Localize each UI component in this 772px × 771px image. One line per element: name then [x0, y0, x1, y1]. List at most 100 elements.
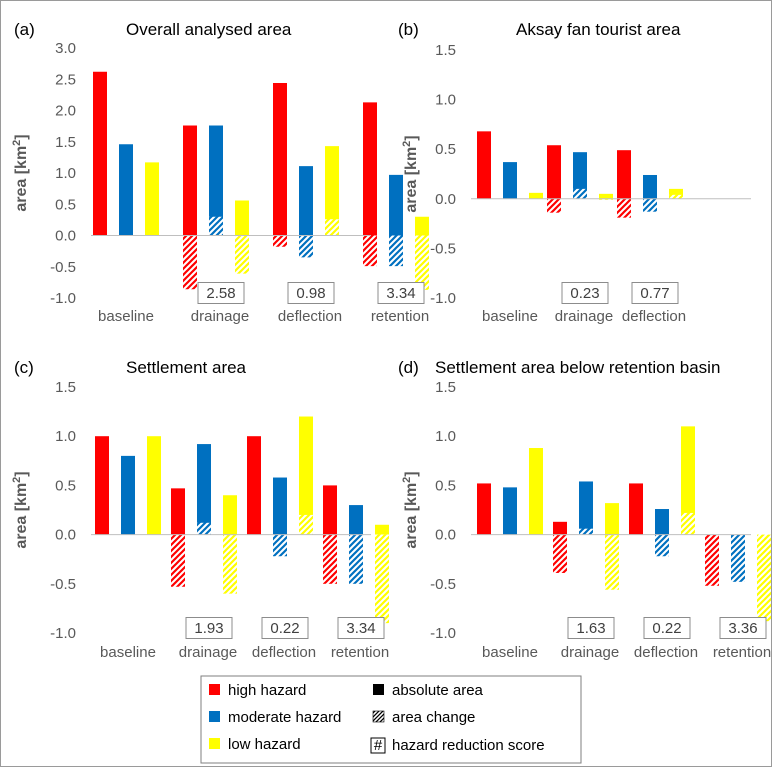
bar-low-change	[223, 534, 237, 594]
x-category-label: drainage	[561, 644, 619, 661]
bar-low-change	[235, 235, 249, 274]
y-axis-label: area [km2]	[11, 471, 30, 548]
bar-moderate-change	[273, 534, 287, 557]
y-tick-label: 1.0	[55, 165, 76, 182]
bar-moderate-change	[731, 534, 745, 582]
y-tick-label: 1.0	[435, 92, 456, 109]
y-tick-label: 0.5	[435, 141, 456, 158]
bar-low-absolute	[415, 216, 429, 236]
bar-high-absolute	[617, 150, 631, 199]
y-tick-label: 0.0	[55, 527, 76, 544]
bar-high-change	[273, 235, 287, 247]
legend-swatch-score	[370, 737, 386, 754]
bar-low-change	[681, 512, 695, 535]
bar-moderate-absolute	[273, 477, 287, 535]
bar-moderate-change	[389, 235, 403, 267]
y-tick-label: -1.0	[50, 625, 76, 642]
panel-title: Aksay fan tourist area	[516, 20, 681, 39]
bar-low-change	[757, 534, 771, 622]
bar-moderate-absolute	[579, 481, 593, 535]
y-tick-label: 0.0	[435, 191, 456, 208]
y-tick-label: 0.5	[55, 196, 76, 213]
bar-moderate-change	[573, 188, 587, 199]
y-tick-label: -0.5	[430, 576, 456, 593]
bar-low-change	[299, 514, 313, 535]
legend-swatch-moderate	[209, 711, 220, 722]
bar-high-absolute	[323, 485, 337, 535]
bar-low-absolute	[529, 448, 543, 535]
x-category-label: deflection	[252, 644, 316, 661]
bar-low-absolute	[529, 192, 543, 199]
y-tick-label: -1.0	[430, 625, 456, 642]
bar-low-absolute	[669, 188, 683, 199]
y-tick-label: 1.0	[435, 428, 456, 445]
score-box	[643, 617, 691, 639]
bar-high-change	[183, 235, 197, 290]
bar-low-change	[669, 194, 683, 199]
bar-low-absolute	[375, 524, 389, 535]
bar-high-change	[705, 534, 719, 586]
bar-high-absolute	[363, 102, 377, 236]
x-category-label: deflection	[634, 644, 698, 661]
y-tick-label: 1.5	[55, 379, 76, 396]
bar-low-change	[325, 219, 339, 236]
y-tick-label: 2.0	[55, 103, 76, 120]
bar-moderate-change	[197, 522, 211, 535]
bar-high-change	[553, 534, 567, 573]
score-box	[337, 617, 385, 639]
bar-high-absolute	[247, 436, 261, 535]
score-box	[719, 617, 767, 639]
legend-label-high: high hazard	[228, 682, 306, 699]
score-value: 0.77	[640, 285, 669, 302]
bar-low-absolute	[299, 416, 313, 535]
panel-letter: (b)	[398, 20, 419, 39]
score-value: 0.22	[652, 620, 681, 637]
legend-swatch-low	[209, 738, 220, 749]
bar-moderate-change	[299, 235, 313, 258]
legend-swatch-absolute	[373, 684, 384, 695]
legend-swatch-high	[209, 684, 220, 695]
bar-moderate-absolute	[119, 144, 133, 236]
score-value: 3.36	[728, 620, 757, 637]
bar-low-change	[605, 534, 619, 590]
score-value: 0.22	[270, 620, 299, 637]
bar-low-change	[375, 534, 389, 624]
y-tick-label: 1.5	[435, 42, 456, 59]
bar-moderate-absolute	[503, 162, 517, 199]
y-axis-label: area [km2]	[11, 134, 30, 211]
x-category-label: retention	[371, 308, 429, 325]
chart-panel-3: (c) Settlement area area [km2] 1.5 1.0 0.5 0.0…	[11, 358, 389, 661]
bar-low-absolute	[325, 146, 339, 236]
score-value: 0.98	[296, 285, 325, 302]
bar-moderate-change	[209, 216, 223, 236]
legend-label-low: low hazard	[228, 736, 301, 753]
score-value: 0.23	[570, 285, 599, 302]
score-box	[561, 282, 609, 304]
bar-moderate-absolute	[655, 509, 669, 535]
legend-label-score: hazard reduction score	[392, 737, 545, 754]
y-tick-label: -0.5	[430, 240, 456, 257]
legend: high hazard moderate hazard low hazard abso…	[200, 675, 582, 764]
x-category-label: baseline	[98, 308, 154, 325]
y-tick-label: 1.5	[435, 379, 456, 396]
score-box	[567, 617, 615, 639]
bar-high-change	[323, 534, 337, 584]
score-box	[197, 282, 245, 304]
panel-title: Settlement area below retention basin	[435, 358, 720, 377]
bar-low-absolute	[147, 436, 161, 535]
bar-low-absolute	[599, 193, 613, 199]
y-tick-label: 0.5	[55, 477, 76, 494]
bar-low-absolute	[223, 495, 237, 535]
y-tick-label: -1.0	[430, 290, 456, 307]
bar-moderate-absolute	[389, 174, 403, 236]
bar-moderate-change	[655, 534, 669, 557]
score-box	[377, 282, 425, 304]
x-category-label: baseline	[100, 644, 156, 661]
y-tick-label: 2.5	[55, 71, 76, 88]
bar-moderate-absolute	[299, 166, 313, 236]
bar-moderate-absolute	[643, 174, 657, 199]
bar-moderate-absolute	[197, 444, 211, 535]
x-category-label: baseline	[482, 644, 538, 661]
bar-high-absolute	[553, 521, 567, 535]
